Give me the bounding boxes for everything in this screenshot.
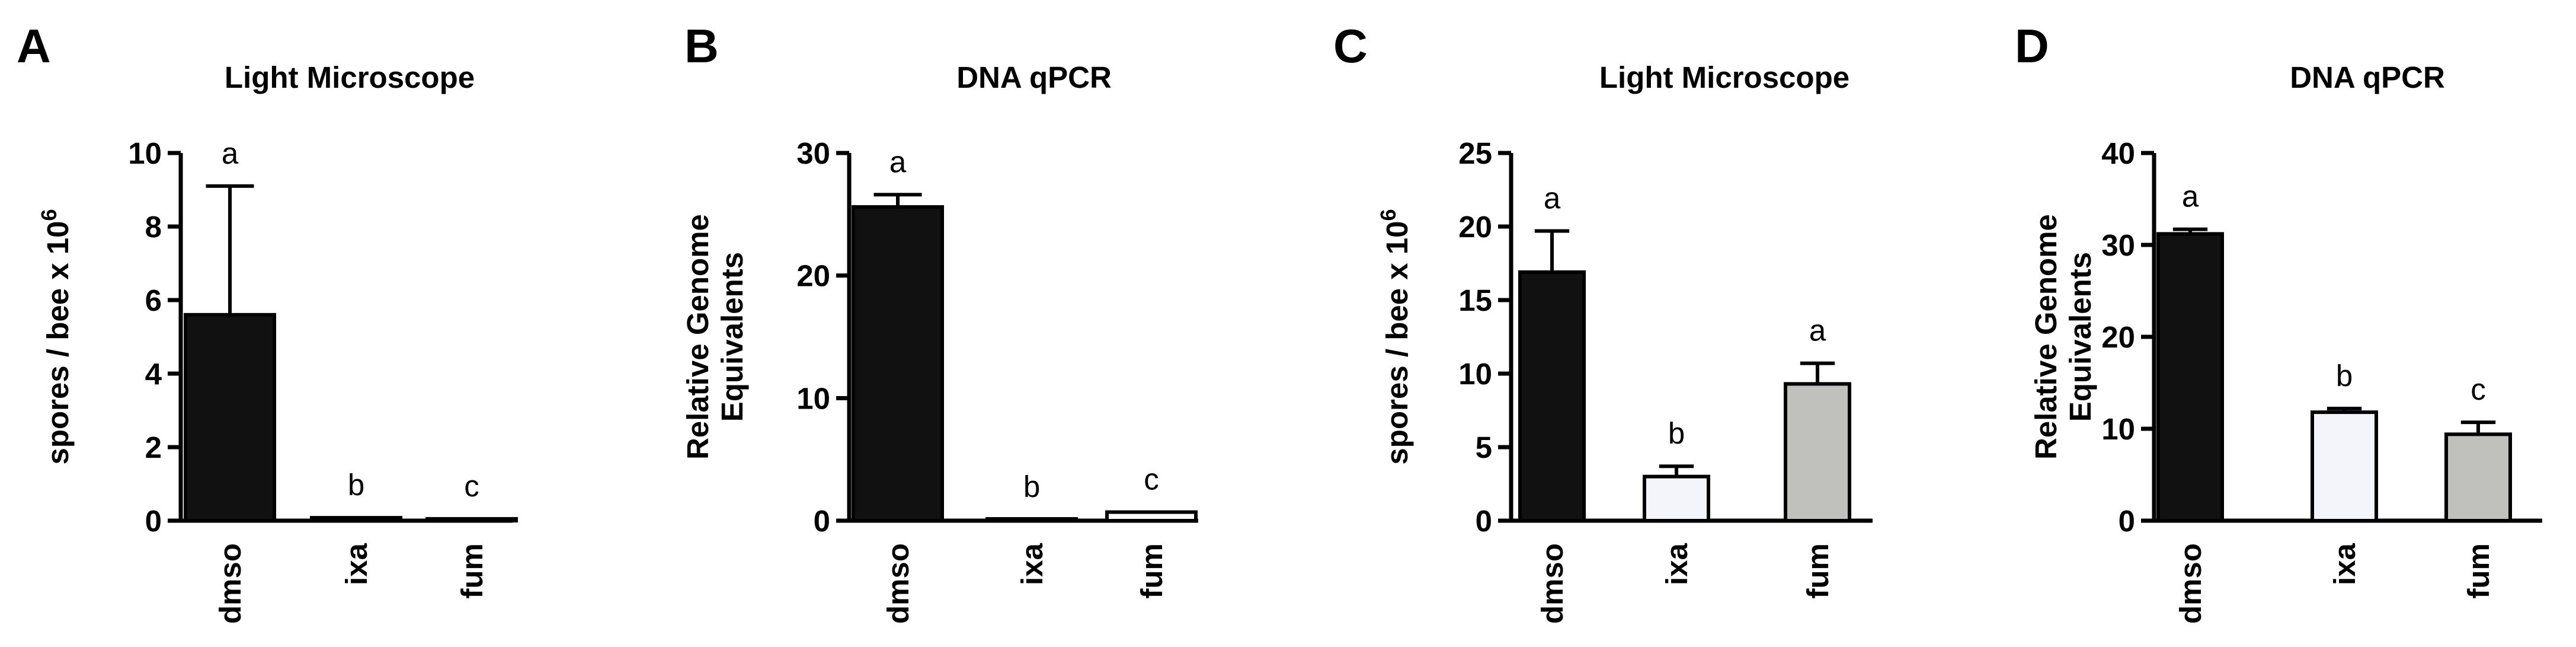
y-tick-label: 0 xyxy=(2119,504,2135,538)
y-tick-label: 30 xyxy=(2101,228,2135,262)
y-axis-label: spores / bee x 106 xyxy=(37,209,75,464)
y-tick-label: 30 xyxy=(796,136,830,170)
y-axis-label: spores / bee x 106 xyxy=(1376,209,1414,464)
significance-letter: a xyxy=(1544,181,1561,215)
x-category-label: fum xyxy=(1135,543,1169,598)
significance-letter: a xyxy=(2182,180,2199,213)
y-tick-label: 4 xyxy=(145,357,162,391)
y-axis-label-superscript: 6 xyxy=(37,209,61,221)
panel-letter: B xyxy=(684,20,719,72)
x-category-label: ixa xyxy=(1660,543,1694,585)
x-category-label: fum xyxy=(1801,543,1835,598)
bar-dmso xyxy=(2156,232,2224,522)
x-category-label: fum xyxy=(2462,543,2495,598)
x-category-label: ixa xyxy=(2328,543,2361,585)
x-category-label: dmso xyxy=(1535,543,1569,624)
significance-letter: a xyxy=(1809,314,1826,348)
y-tick-label: 8 xyxy=(145,210,162,244)
chart-title: DNA qPCR xyxy=(956,60,1112,94)
y-tick-label: 20 xyxy=(1458,210,1492,244)
bar-fum xyxy=(1784,382,1851,522)
bar-fum xyxy=(425,517,518,523)
y-tick-label: 0 xyxy=(1476,504,1492,538)
bar-ixa xyxy=(985,517,1078,522)
bar-ixa xyxy=(1643,474,1710,522)
significance-letter: a xyxy=(222,136,239,170)
y-tick-label: 40 xyxy=(2101,136,2135,170)
chart-title: Light Microscope xyxy=(1599,60,1849,94)
bar-ixa xyxy=(2311,410,2378,522)
significance-letter: b xyxy=(1668,416,1685,450)
chart-panel-d: D DNA qPCR Relative Genome Equivalents 0 10 20… xyxy=(2015,20,2542,624)
significance-letter: b xyxy=(1023,470,1040,503)
y-axis-label-line: Equivalents xyxy=(2063,252,2097,422)
y-tick-label: 25 xyxy=(1458,136,1492,170)
y-axis-label-text: spores / bee x 10 xyxy=(1380,221,1414,464)
y-tick-label: 20 xyxy=(796,259,830,293)
y-axis-label-line: Relative Genome xyxy=(681,214,715,460)
bar-dmso xyxy=(1518,270,1586,522)
chart-panel-b: B DNA qPCR Relative Genome Equivalents 0 10 20… xyxy=(681,20,1198,624)
bar-fum xyxy=(2444,432,2512,522)
chart-title: Light Microscope xyxy=(225,60,475,94)
bar-fum xyxy=(1105,510,1198,522)
x-category-label: ixa xyxy=(340,543,373,585)
y-tick-label: 10 xyxy=(1458,357,1492,391)
bar-dmso xyxy=(184,313,276,522)
y-tick-label: 6 xyxy=(145,283,162,317)
bar-dmso xyxy=(852,205,944,522)
x-category-label: dmso xyxy=(881,543,915,624)
y-tick-label: 0 xyxy=(814,504,830,538)
significance-letter: b xyxy=(348,468,364,502)
x-category-label: dmso xyxy=(2174,543,2207,624)
y-axis-label-line: Relative Genome xyxy=(2029,214,2063,460)
chart-panel-c: C Light Microscope spores / bee x 106 0 5 10 1… xyxy=(1333,20,1873,624)
bar-ixa xyxy=(310,516,402,522)
y-axis-label-superscript: 6 xyxy=(1376,209,1400,221)
y-tick-label: 5 xyxy=(1476,431,1492,464)
y-axis-label-text: spores / bee x 10 xyxy=(41,221,75,464)
y-tick-label: 10 xyxy=(796,381,830,415)
significance-letter: c xyxy=(1144,463,1159,496)
x-category-label: fum xyxy=(455,543,489,598)
y-axis-label-line: Equivalents xyxy=(715,252,749,422)
y-tick-label: 2 xyxy=(145,431,162,464)
y-tick-label: 10 xyxy=(2101,412,2135,446)
x-category-label: dmso xyxy=(213,543,247,624)
y-tick-label: 20 xyxy=(2101,320,2135,354)
x-category-label: ixa xyxy=(1015,543,1049,585)
y-tick-label: 15 xyxy=(1458,283,1492,317)
panel-letter: D xyxy=(2015,20,2049,72)
y-tick-label: 10 xyxy=(128,136,162,170)
significance-letter: c xyxy=(2471,372,2486,406)
significance-letter: c xyxy=(464,469,479,503)
y-tick-label: 0 xyxy=(145,504,162,538)
significance-letter: a xyxy=(889,145,907,179)
chart-title: DNA qPCR xyxy=(2290,60,2445,94)
panel-letter: A xyxy=(17,20,51,72)
significance-letter: b xyxy=(2336,359,2353,393)
panel-letter: C xyxy=(1333,20,1368,72)
